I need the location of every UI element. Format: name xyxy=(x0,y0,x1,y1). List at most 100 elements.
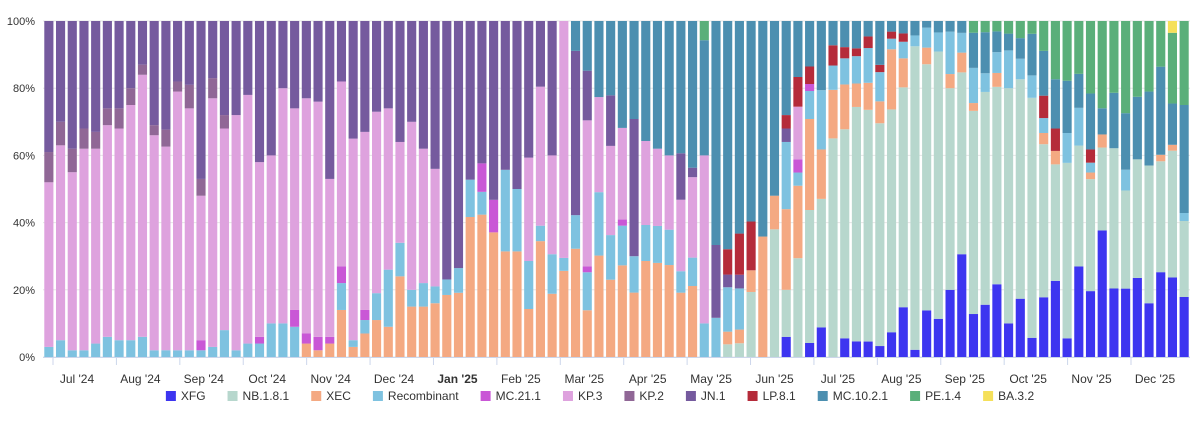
bar-segment-jn-1 xyxy=(184,21,194,85)
bar-segment-jn-1 xyxy=(383,21,393,109)
bar-segment-mc-10-2-1 xyxy=(957,21,967,33)
bar-segment-recombinant xyxy=(395,242,405,277)
legend-item-mc-21-1[interactable]: MC.21.1 xyxy=(480,389,542,403)
bar-segment-recombinant xyxy=(512,189,522,252)
bar-segment-kp-3 xyxy=(313,101,323,337)
legend-item-lp-8-1[interactable]: LP.8.1 xyxy=(747,389,796,403)
bar-segment-xfg xyxy=(980,304,990,357)
bar-segment-nb-1-8-1 xyxy=(875,123,885,347)
bar-segment-jn-1 xyxy=(266,21,276,156)
bar-segment-kp-2 xyxy=(126,88,136,105)
legend-label: Recombinant xyxy=(388,389,459,403)
legend-label: PE.1.4 xyxy=(925,389,961,403)
x-tick-label: Aug '24 xyxy=(120,372,161,386)
bar-segment-xfg xyxy=(898,307,908,357)
bar-segment-kp-3 xyxy=(91,148,101,344)
legend-swatch xyxy=(685,391,696,401)
bar-segment-lp-8-1 xyxy=(734,233,744,275)
bar-segment-kp-3 xyxy=(254,162,265,337)
legend-label: MC.21.1 xyxy=(496,389,542,403)
bar-segment-pe-1-4 xyxy=(1015,21,1025,39)
x-tick-label: Jun '25 xyxy=(755,372,794,386)
bar-segment-recombinant xyxy=(1062,133,1072,163)
bar-segment-xec xyxy=(360,333,370,357)
legend-item-kp-3[interactable]: KP.3 xyxy=(562,389,603,403)
bar-segment-recombinant xyxy=(477,191,487,215)
bar-segment-lp-8-1 xyxy=(840,47,850,59)
legend-item-pe-1-4[interactable]: PE.1.4 xyxy=(910,389,961,403)
bar-segment-recombinant xyxy=(570,215,581,249)
y-tick-label: 40% xyxy=(13,218,35,230)
bar-segment-kp-3 xyxy=(617,127,627,220)
bar-segment-pe-1-4 xyxy=(980,21,990,33)
legend-item-ba-3-2[interactable]: BA.3.2 xyxy=(983,389,1034,403)
bar-segment-jn-1 xyxy=(360,21,370,132)
bar-segment-nb-1-8-1 xyxy=(1015,79,1025,299)
bar-segment-recombinant xyxy=(968,67,979,104)
bar-segment-xec xyxy=(570,248,581,357)
bar-segment-jn-1 xyxy=(711,245,721,318)
bar-segment-mc-10-2-1 xyxy=(1085,93,1096,150)
legend-item-kp-2[interactable]: KP.2 xyxy=(624,389,664,403)
y-axis: 0% 20% 40% 60% 80% 100% xyxy=(7,16,35,364)
bar-segment-xfg xyxy=(945,289,955,357)
bar-segment-lp-8-1 xyxy=(1050,128,1060,151)
bar-segment-nb-1-8-1 xyxy=(746,291,756,357)
bar-segment-recombinant xyxy=(711,317,721,357)
bar-segment-jn-1 xyxy=(547,21,557,156)
bar-segment-kp-3 xyxy=(641,141,651,225)
bar-segment-xec xyxy=(301,343,311,357)
bar-segment-mc-21-1 xyxy=(489,199,499,233)
bar-segment-jn-1 xyxy=(676,153,686,200)
x-tick-label: Oct '25 xyxy=(1009,372,1047,386)
bar-segment-mc-10-2-1 xyxy=(676,21,686,154)
bar-segment-xec xyxy=(465,217,475,357)
bar-segment-lp-8-1 xyxy=(875,64,885,73)
bar-segment-xfg xyxy=(781,336,791,357)
bar-segment-kp-3 xyxy=(606,145,616,236)
bar-segment-recombinant xyxy=(173,350,183,357)
bar-segment-mc-10-2-1 xyxy=(840,21,850,48)
bar-segment-mc-21-1 xyxy=(805,84,815,91)
legend-item-mc-10-2-1[interactable]: MC.10.2.1 xyxy=(817,389,889,403)
bar-segment-xec xyxy=(500,251,510,357)
y-tick-label: 100% xyxy=(7,16,35,28)
bar-segment-xec xyxy=(418,306,428,357)
bar-segment-xec xyxy=(652,262,663,357)
bar-segment-recombinant xyxy=(55,340,66,357)
bar-segment-jn-1 xyxy=(278,21,288,89)
bar-segment-jn-1 xyxy=(254,21,265,163)
bar-segment-mc-10-2-1 xyxy=(723,21,733,250)
bar-segment-kp-3 xyxy=(196,195,206,341)
bar-segment-kp-3 xyxy=(395,141,405,243)
bar-segment-kp-3 xyxy=(266,155,276,324)
bar-segment-mc-10-2-1 xyxy=(617,21,627,128)
bar-segment-xec xyxy=(477,214,487,357)
bar-segment-lp-8-1 xyxy=(805,66,815,84)
legend-item-jn-1[interactable]: JN.1 xyxy=(685,389,726,403)
legend-item-recombinant[interactable]: Recombinant xyxy=(372,389,459,403)
bar-segment-lp-8-1 xyxy=(723,249,733,275)
bar-segment-pe-1-4 xyxy=(1109,21,1119,93)
bar-segment-lp-8-1 xyxy=(746,221,756,271)
legend-item-xfg[interactable]: XFG xyxy=(165,389,206,403)
bar-segment-jn-1 xyxy=(395,21,405,142)
bar-segment-recombinant xyxy=(137,336,148,357)
bar-segment-recombinant xyxy=(840,58,850,85)
bar-segment-xfg xyxy=(840,338,850,357)
bar-segment-recombinant xyxy=(641,225,651,261)
bar-segment-xec xyxy=(1039,133,1049,145)
bar-segment-kp-3 xyxy=(290,108,300,310)
bar-segment-xfg xyxy=(1039,297,1049,357)
bar-segment-mc-10-2-1 xyxy=(1121,113,1131,170)
bar-segment-kp-3 xyxy=(348,138,358,341)
bar-segment-lp-8-1 xyxy=(1085,149,1096,163)
bar-segment-kp-3 xyxy=(336,81,347,267)
bar-segment-mc-10-2-1 xyxy=(758,21,768,237)
bar-segment-xec xyxy=(886,49,897,110)
legend-item-nb-1-8-1[interactable]: NB.1.8.1 xyxy=(227,389,290,403)
bar-segment-kp-3 xyxy=(126,105,136,341)
legend-item-xec[interactable]: XEC xyxy=(311,389,351,403)
bar-segment-recombinant xyxy=(360,320,370,334)
bar-segment-mc-21-1 xyxy=(313,336,323,351)
